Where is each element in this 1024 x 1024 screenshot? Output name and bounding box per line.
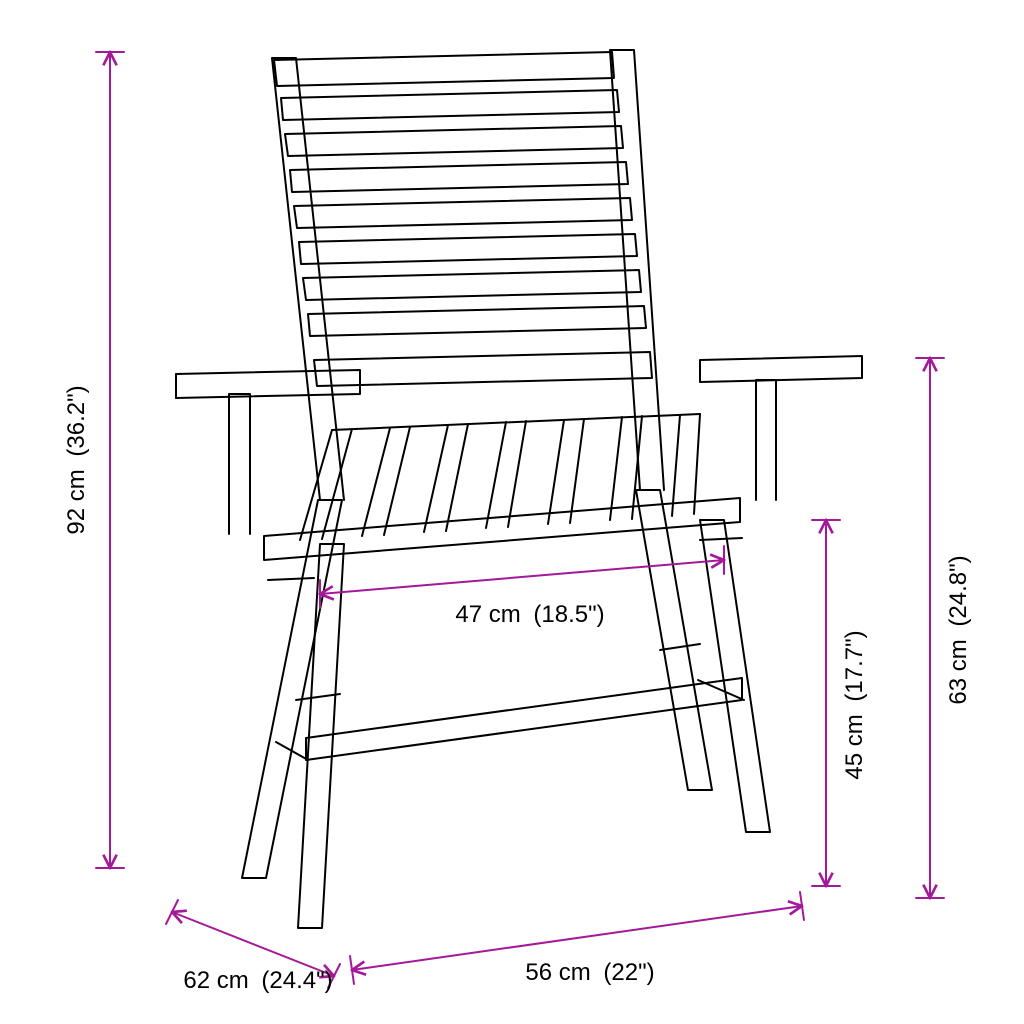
label-seat-height: 45 cm (17.7") xyxy=(841,630,868,779)
label-arm-height: 63 cm (24.8") xyxy=(945,555,972,704)
chair-drawing xyxy=(176,50,862,928)
dimension-diagram: 92 cm (36.2") 63 cm (24.8") 45 cm (17.7"… xyxy=(0,0,1024,1024)
label-total-width: 56 cm (22") xyxy=(525,959,654,986)
label-depth: 62 cm (24.4") xyxy=(183,967,332,994)
label-seat-width: 47 cm (18.5") xyxy=(455,601,604,628)
label-total-height: 92 cm (36.2") xyxy=(63,385,90,534)
dimension-lines xyxy=(96,52,944,988)
